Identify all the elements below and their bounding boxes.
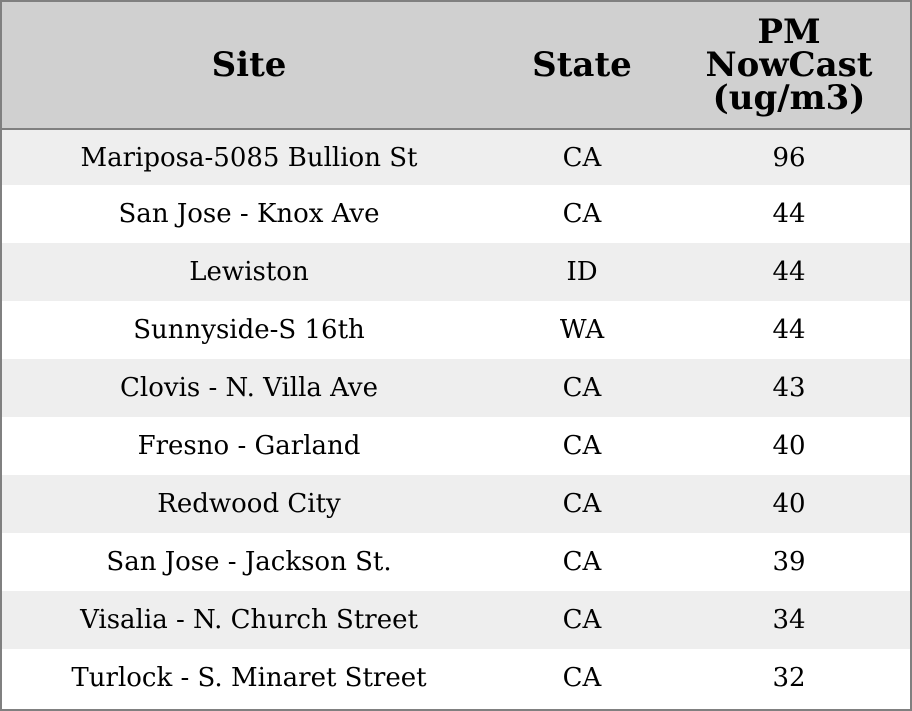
site-cell: Lewiston <box>189 257 309 287</box>
state-cell: CA <box>562 547 602 577</box>
table-row: Turlock - S. Minaret Street CA 32 <box>2 649 910 707</box>
table-row: Lewiston ID 44 <box>2 243 910 301</box>
pm-nowcast-cell: 43 <box>772 373 806 403</box>
table-row: San Jose - Knox Ave CA 44 <box>2 185 910 243</box>
state-cell: ID <box>566 257 598 287</box>
table-row: Sunnyside-S 16th WA 44 <box>2 301 910 359</box>
site-cell: Visalia - N. Church Street <box>80 605 418 635</box>
table-row: Fresno - Garland CA 40 <box>2 417 910 475</box>
pm-header-line: (ug/m3) <box>712 77 866 118</box>
table-row: San Jose - Jackson St. CA 39 <box>2 533 910 591</box>
site-cell: Fresno - Garland <box>137 431 361 461</box>
column-header-site: Site <box>2 2 496 130</box>
pm-nowcast-cell: 32 <box>772 663 806 693</box>
state-cell: CA <box>562 431 602 461</box>
state-cell: CA <box>562 142 602 173</box>
table-row: Clovis - N. Villa Ave CA 43 <box>2 359 910 417</box>
state-cell: CA <box>562 605 602 635</box>
site-cell: Clovis - N. Villa Ave <box>120 373 378 403</box>
pm-nowcast-cell: 39 <box>772 547 806 577</box>
header-row: Site State PM NowCast (ug/m3) <box>2 2 910 130</box>
table-row: Visalia - N. Church Street CA 34 <box>2 591 910 649</box>
table-body: Mariposa-5085 Bullion St CA 96 San Jose - K… <box>2 129 910 707</box>
table-row: Redwood City CA 40 <box>2 475 910 533</box>
site-cell: Sunnyside-S 16th <box>133 315 365 345</box>
pm-nowcast-cell: 44 <box>772 199 806 229</box>
table-header: Site State PM NowCast (ug/m3) <box>2 2 910 130</box>
site-cell: San Jose - Knox Ave <box>118 199 380 229</box>
pm-nowcast-cell: 44 <box>772 257 806 287</box>
state-cell: CA <box>562 199 602 229</box>
pm-nowcast-cell: 40 <box>772 431 806 461</box>
pm-header-line: PM <box>757 11 821 52</box>
pm-nowcast-cell: 34 <box>772 605 806 635</box>
state-cell: WA <box>559 315 605 345</box>
state-cell: CA <box>562 489 602 519</box>
pm-nowcast-cell: 96 <box>772 142 806 173</box>
pm-nowcast-cell: 40 <box>772 489 806 519</box>
state-cell: CA <box>562 663 602 693</box>
site-cell: Redwood City <box>157 489 341 519</box>
site-cell: San Jose - Jackson St. <box>106 547 392 577</box>
column-header-pm-nowcast: PM NowCast (ug/m3) <box>668 2 910 130</box>
site-cell: Mariposa-5085 Bullion St <box>80 142 418 173</box>
state-cell: CA <box>562 373 602 403</box>
table-row: Mariposa-5085 Bullion St CA 96 <box>2 129 910 185</box>
pm-header-line: NowCast <box>705 44 873 85</box>
column-header-state: State <box>496 2 668 130</box>
site-cell: Turlock - S. Minaret Street <box>71 663 427 693</box>
pm-nowcast-cell: 44 <box>772 315 806 345</box>
